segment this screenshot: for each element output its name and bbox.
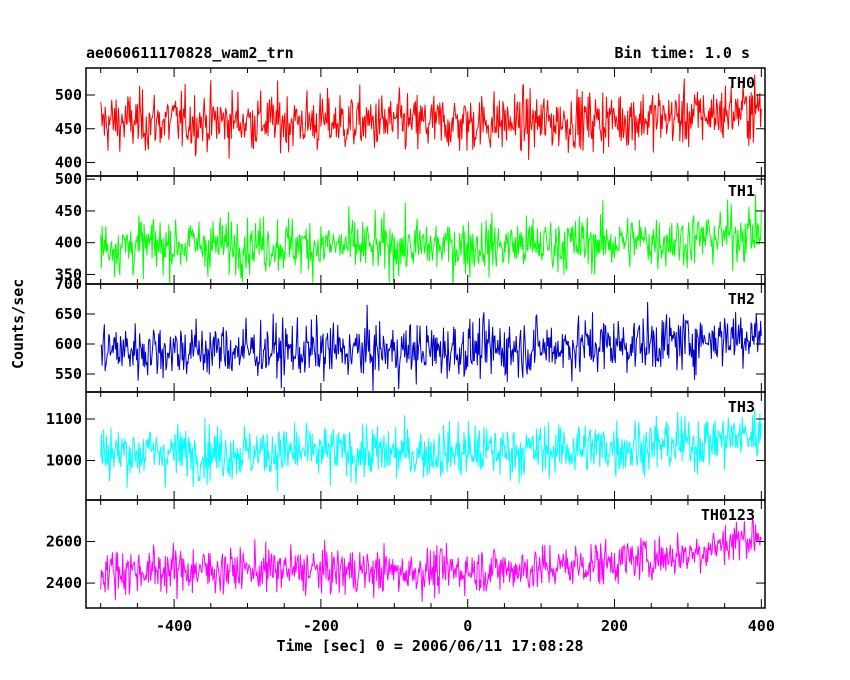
panel-label: TH0 — [728, 74, 755, 92]
y-tick-label: 2400 — [46, 574, 82, 592]
series-line-th0123 — [100, 513, 762, 602]
y-tick-label: 2600 — [46, 533, 82, 551]
y-tick-label: 1000 — [46, 452, 82, 470]
y-tick-label: 450 — [55, 202, 82, 220]
series-line-th1 — [100, 194, 762, 284]
y-tick-label: 350 — [55, 265, 82, 283]
y-tick-label: 1100 — [46, 410, 82, 428]
bin-time-label: Bin time: 1.0 s — [614, 44, 750, 62]
series-line-th2 — [100, 301, 762, 391]
y-tick-label: 600 — [55, 335, 82, 353]
x-tick-label: 200 — [601, 617, 628, 635]
x-tick-label: 400 — [748, 617, 775, 635]
panel-frame — [85, 499, 766, 609]
panel-label: TH1 — [728, 182, 755, 200]
x-tick-label: -400 — [156, 617, 192, 635]
x-axis-label: Time [sec] 0 = 2006/06/11 17:08:28 — [276, 637, 584, 655]
panel-label: TH0123 — [701, 506, 755, 524]
y-tick-label: 650 — [55, 305, 82, 323]
panel-label: TH3 — [728, 398, 755, 416]
y-tick-label: 400 — [55, 234, 82, 252]
panel-frame — [85, 175, 766, 285]
panel-label: TH2 — [728, 290, 755, 308]
y-tick-label: 450 — [55, 120, 82, 138]
y-axis-label: Counts/sec — [9, 278, 27, 369]
y-tick-label: 400 — [55, 154, 82, 172]
x-tick-label: 0 — [463, 617, 472, 635]
plot-title: ae060611170828_wam2_trn — [86, 44, 294, 62]
y-tick-label: 550 — [55, 365, 82, 383]
y-tick-label: 500 — [55, 170, 82, 188]
y-tick-label: 500 — [55, 86, 82, 104]
x-tick-label: -200 — [303, 617, 339, 635]
series-line-th0 — [100, 74, 762, 160]
series-line-th3 — [100, 408, 762, 492]
y-tick-label: 700 — [55, 275, 82, 293]
